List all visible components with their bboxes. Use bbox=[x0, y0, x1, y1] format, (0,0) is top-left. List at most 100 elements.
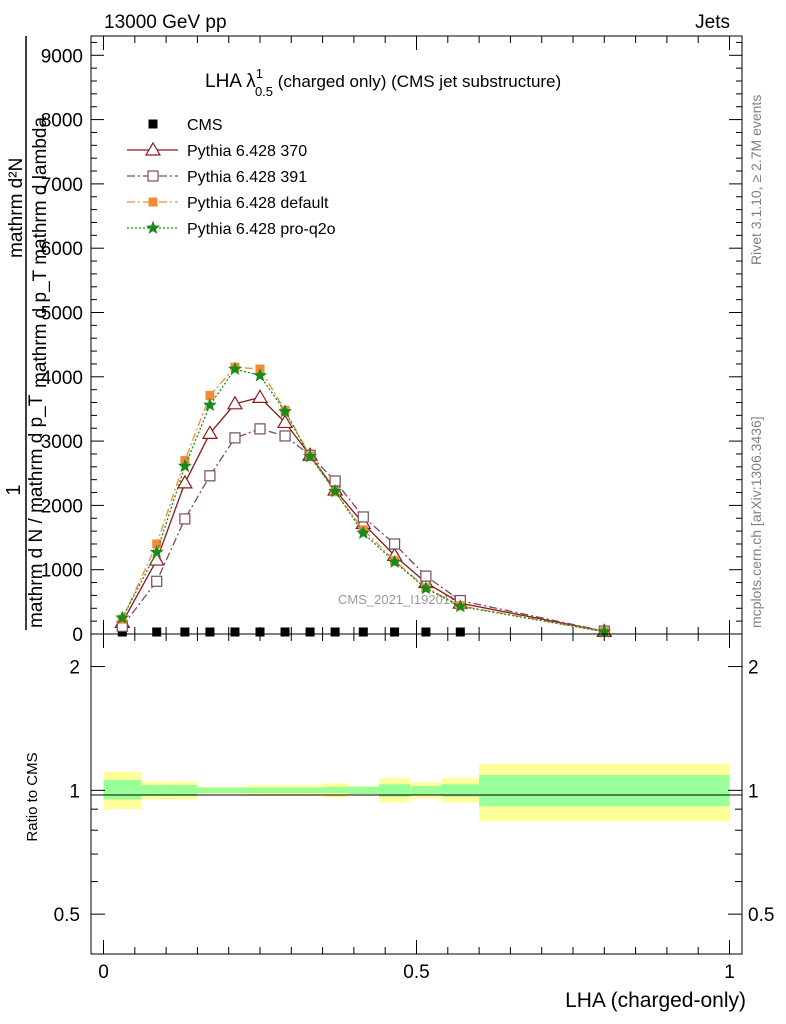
main-y-tick-label: 6000 bbox=[41, 239, 83, 260]
data-point bbox=[255, 627, 265, 637]
main-y-tick-label: 8000 bbox=[41, 111, 83, 132]
data-point bbox=[229, 432, 241, 444]
data-point bbox=[276, 414, 294, 429]
stat-band bbox=[141, 785, 167, 796]
stat-band bbox=[272, 787, 298, 794]
stat-band bbox=[166, 785, 198, 796]
legend-label: Pythia 6.428 default bbox=[187, 195, 329, 212]
data-point bbox=[280, 627, 290, 637]
data-point bbox=[176, 474, 193, 489]
stat-band bbox=[378, 784, 411, 797]
plot-title-sub: 0.5 bbox=[255, 84, 273, 99]
legend-item: Pythia 6.428 pro-q2o bbox=[127, 220, 336, 238]
data-point bbox=[330, 627, 340, 637]
data-point bbox=[201, 425, 218, 439]
legend-item: CMS bbox=[148, 117, 223, 134]
legend-label: Pythia 6.428 pro-q2o bbox=[187, 221, 336, 238]
stat-band bbox=[197, 787, 223, 794]
main-series-layer bbox=[114, 361, 613, 638]
data-point bbox=[303, 449, 318, 463]
ylabel-prefix: 1 bbox=[3, 484, 25, 495]
header-left: 13000 GeV pp bbox=[104, 12, 227, 33]
main-y-tick-label: 7000 bbox=[41, 175, 83, 196]
ratio-y-tick-label: 0.5 bbox=[54, 905, 80, 926]
data-point bbox=[420, 570, 432, 582]
series-line bbox=[121, 366, 605, 633]
data-point bbox=[148, 551, 165, 566]
data-point bbox=[115, 610, 130, 624]
data-point bbox=[205, 627, 215, 637]
legend-marker bbox=[146, 220, 160, 234]
legend-label: Pythia 6.428 370 bbox=[187, 143, 307, 160]
data-point bbox=[226, 395, 244, 410]
mcplots-label: mcplots.cern.ch [arXiv:1306.3436] bbox=[748, 416, 764, 628]
ratio-y-tick-label: 2 bbox=[69, 658, 80, 679]
legend-marker bbox=[144, 141, 162, 156]
main-y-tick-label: 0 bbox=[72, 625, 83, 646]
legend-marker bbox=[148, 119, 158, 129]
plot-title: LHA λ1 0.5 (charged only) (CMS jet substr… bbox=[205, 66, 561, 99]
legend-item: Pythia 6.428 391 bbox=[127, 169, 307, 186]
ratio-y-axis: 0.5 0.5 1 1 2 2 bbox=[54, 658, 775, 927]
data-point bbox=[278, 404, 293, 418]
ratio-y-tick-label: 1 bbox=[69, 781, 80, 802]
data-point bbox=[230, 627, 240, 637]
data-point bbox=[390, 627, 400, 637]
stat-band bbox=[103, 779, 142, 800]
main-panel: 0 1000 2000 3000 4000 5000 6000 7000 8000 9000 LH… bbox=[3, 35, 743, 646]
data-point bbox=[151, 575, 163, 587]
series-2 bbox=[116, 423, 610, 637]
main-y-tick-label: 5000 bbox=[41, 303, 83, 324]
ratio-y-tick-label-right: 1 bbox=[748, 781, 759, 802]
data-point bbox=[388, 538, 401, 550]
x-tick-label: 0.5 bbox=[403, 962, 429, 983]
data-point bbox=[117, 627, 127, 637]
main-y-label: 1 mathrm d N / mathrm d p_T mathrm d²N m… bbox=[3, 36, 51, 630]
series-0 bbox=[117, 627, 465, 637]
ratio-panel: 0.5 0.51 12 2 0 0.5 1 Ratio to CMS LHA (charg… bbox=[24, 633, 775, 1012]
data-point bbox=[253, 368, 267, 382]
data-point bbox=[202, 397, 217, 412]
ratio-y-tick-label-right: 0.5 bbox=[748, 905, 774, 926]
data-point bbox=[152, 539, 162, 549]
legend-marker bbox=[148, 197, 158, 207]
x-axis-label: LHA (charged-only) bbox=[565, 989, 746, 1012]
stat-band bbox=[441, 784, 480, 797]
main-y-tick-label: 1000 bbox=[41, 561, 83, 582]
main-y-tick-label: 2000 bbox=[41, 496, 83, 517]
data-point bbox=[421, 627, 431, 637]
legend-marker bbox=[147, 170, 159, 182]
data-point bbox=[305, 627, 315, 637]
ratio-y-tick-label-right: 2 bbox=[748, 658, 759, 679]
data-point bbox=[453, 599, 468, 613]
ratio-y-label: Ratio to CMS bbox=[24, 752, 41, 841]
ylabel-numerator: mathrm d²N bbox=[6, 158, 27, 258]
data-point bbox=[254, 423, 266, 435]
ratio-bands bbox=[103, 763, 730, 822]
data-point bbox=[149, 545, 164, 559]
analysis-watermark: CMS_2021_I1920187 bbox=[338, 592, 465, 607]
data-point bbox=[418, 581, 433, 595]
main-y-tick-label: 9000 bbox=[41, 46, 83, 67]
rivet-label: Rivet 3.1.10, ≥ 2.7M events bbox=[748, 95, 764, 265]
x-tick-label: 1 bbox=[724, 962, 735, 983]
ylabel-fraction: mathrm d N / mathrm d p_T bbox=[26, 394, 47, 628]
stat-band bbox=[347, 786, 379, 794]
ylabel-denominator: mathrm d p_T mathrm d lambda bbox=[30, 117, 51, 388]
series-line bbox=[121, 368, 605, 633]
data-point bbox=[279, 430, 291, 442]
data-point bbox=[251, 389, 269, 403]
stat-band bbox=[479, 774, 730, 807]
data-point bbox=[387, 554, 402, 568]
legend-label: CMS bbox=[187, 117, 223, 134]
plot-title-sup: 1 bbox=[256, 66, 263, 81]
main-y-axis: 0 1000 2000 3000 4000 5000 6000 7000 8000 9000 bbox=[41, 41, 742, 646]
series-4 bbox=[115, 361, 612, 638]
x-tick-label: 0 bbox=[98, 962, 109, 983]
data-point bbox=[357, 511, 369, 523]
data-point bbox=[205, 390, 215, 400]
data-point bbox=[152, 627, 162, 637]
main-y-tick-label: 4000 bbox=[41, 368, 83, 389]
ratio-x-axis: 0 0.5 1 bbox=[98, 634, 735, 983]
